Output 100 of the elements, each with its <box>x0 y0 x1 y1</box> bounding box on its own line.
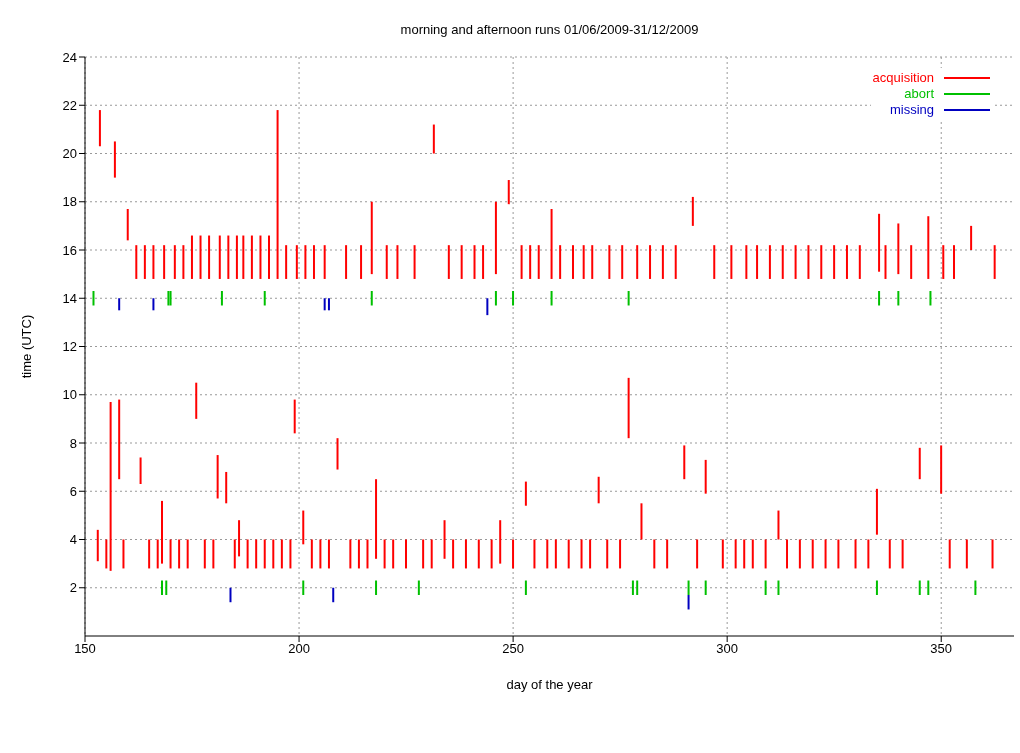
bar <box>263 539 266 569</box>
bar <box>482 245 485 279</box>
bar <box>734 539 737 569</box>
bar <box>392 539 395 569</box>
bar <box>113 141 116 178</box>
bar <box>464 539 467 569</box>
bar <box>227 235 230 279</box>
bar <box>948 539 951 569</box>
bar <box>777 510 780 540</box>
bar <box>683 445 686 480</box>
bar <box>259 235 262 279</box>
bar <box>336 438 339 470</box>
bar <box>743 539 746 569</box>
bar <box>126 208 129 241</box>
bar <box>165 580 168 595</box>
bar <box>608 245 611 279</box>
bar <box>764 539 767 569</box>
bar <box>704 459 707 494</box>
bar <box>918 447 921 480</box>
bar <box>567 539 570 569</box>
y-tick-label: 8 <box>69 435 77 451</box>
bar <box>263 291 266 306</box>
bar <box>370 291 373 306</box>
legend-label: abort <box>904 86 934 102</box>
bar <box>582 245 585 279</box>
bar <box>854 539 857 569</box>
bar <box>631 580 634 595</box>
legend-label: acquisition <box>872 70 934 86</box>
bar <box>820 245 823 279</box>
bar <box>687 594 690 610</box>
bar <box>897 223 900 275</box>
bar <box>713 245 716 279</box>
bar <box>255 539 258 569</box>
bar <box>473 245 476 279</box>
bar <box>212 539 215 569</box>
x-tick-label: 250 <box>502 641 524 657</box>
bar <box>490 539 493 569</box>
y-tick-label: 16 <box>62 242 77 258</box>
bar <box>494 291 497 306</box>
bar <box>897 291 900 306</box>
bar <box>621 245 624 279</box>
bar <box>550 208 553 279</box>
bar <box>302 510 305 545</box>
bar <box>357 539 360 569</box>
bar <box>477 539 480 569</box>
y-axis-title: time (UTC) <box>18 314 34 379</box>
y-tick-label: 24 <box>62 49 77 65</box>
bar <box>929 291 932 306</box>
bar <box>385 245 388 279</box>
bar <box>285 245 288 279</box>
bar <box>807 245 810 279</box>
bar <box>109 401 112 571</box>
bar <box>884 245 887 279</box>
bar <box>974 580 977 595</box>
x-tick-label: 150 <box>74 641 96 657</box>
bar <box>229 587 232 603</box>
bar <box>216 455 219 499</box>
bar <box>901 539 904 569</box>
bar <box>242 235 245 279</box>
bar <box>375 580 378 595</box>
bar <box>460 245 463 279</box>
legend-label: missing <box>889 102 934 118</box>
bar <box>370 201 373 275</box>
bar <box>233 539 236 569</box>
bar <box>160 580 163 595</box>
bar <box>319 539 322 569</box>
bar <box>452 539 455 569</box>
bar <box>169 539 172 569</box>
bar <box>940 445 943 494</box>
bar <box>178 539 181 569</box>
bar <box>323 298 326 311</box>
y-tick-label: 2 <box>69 580 77 596</box>
bar <box>559 245 562 279</box>
bar <box>289 539 292 569</box>
bar <box>295 245 298 279</box>
bar <box>447 245 450 279</box>
bar <box>512 291 515 306</box>
bar <box>272 539 275 569</box>
bar <box>661 245 664 279</box>
bar <box>422 539 425 569</box>
bar <box>786 539 789 569</box>
bar <box>360 245 363 279</box>
bar <box>163 245 166 279</box>
bar <box>310 539 313 569</box>
x-axis-title: day of the year <box>506 677 594 692</box>
bar <box>529 245 532 279</box>
bar <box>910 245 913 279</box>
bar <box>824 539 827 569</box>
bar <box>203 539 206 569</box>
bar <box>375 479 378 559</box>
bar <box>918 580 921 595</box>
bar <box>970 225 973 250</box>
bar <box>366 539 369 569</box>
bar <box>156 539 159 569</box>
bar <box>888 539 891 569</box>
bar <box>118 298 121 311</box>
bar <box>520 245 523 279</box>
bar <box>696 539 699 569</box>
bar <box>293 399 296 434</box>
bar <box>268 235 271 279</box>
